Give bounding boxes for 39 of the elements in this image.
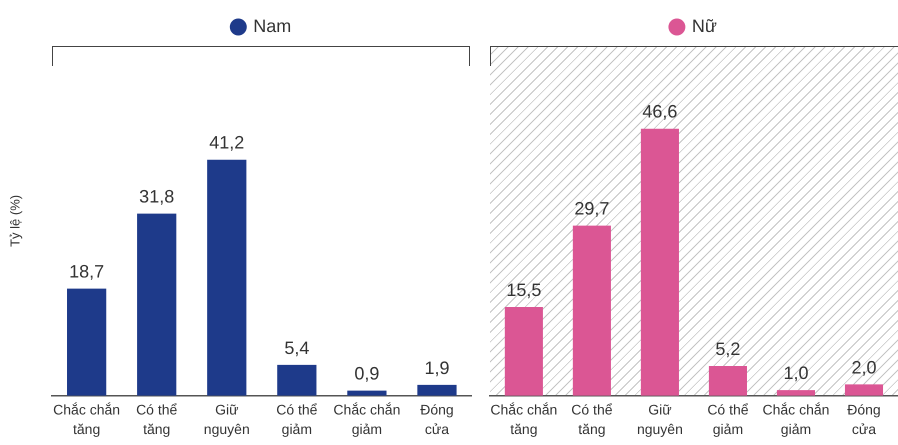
data-label: 41,2 [209, 132, 244, 153]
legend-label: Nữ [692, 16, 717, 36]
x-tick-label: Giữ nguyên [636, 401, 683, 438]
data-label: 1,0 [783, 363, 808, 384]
bar [207, 160, 246, 396]
x-tick-label: Có thể giảm [707, 401, 749, 438]
data-label: 2,0 [851, 357, 877, 378]
bar [776, 390, 816, 396]
data-label: 5,2 [715, 338, 740, 359]
data-label: 31,8 [139, 186, 174, 207]
x-tick-label: Chắc chắn tăng [53, 401, 120, 438]
data-label: 18,7 [69, 262, 104, 282]
x-tick-label: Giữ nguyên [204, 401, 250, 438]
x-tick-label: Có thể tăng [571, 401, 613, 438]
x-tick-label: Đóng cửa [847, 401, 881, 438]
x-tick-label: Đóng cửa [420, 401, 454, 438]
x-tick-label: Chắc chắn giảm [333, 401, 400, 438]
x-tick-label: Có thể giảm [276, 401, 318, 438]
data-label: 1,9 [424, 358, 450, 378]
bar [417, 384, 457, 396]
bar [640, 128, 679, 396]
bar [67, 288, 106, 396]
x-tick-label: Chắc chắn tăng [490, 401, 558, 438]
bar [137, 214, 176, 396]
bar [844, 384, 884, 396]
x-tick-label: Có thể tăng [136, 401, 178, 438]
bar [347, 390, 387, 396]
legend-label: Nam [253, 16, 292, 36]
data-label: 15,5 [506, 280, 542, 300]
y-axis-title: Tỷ lệ (%) [7, 194, 22, 247]
data-label: 0,9 [354, 364, 380, 384]
bar [708, 366, 747, 396]
bar [504, 306, 543, 396]
data-label: 5,4 [284, 338, 310, 358]
bar [572, 226, 611, 396]
data-label: 29,7 [574, 198, 610, 219]
x-tick-label: Chắc chắn giảm [762, 401, 830, 438]
data-label: 46,6 [642, 102, 678, 122]
bar [277, 364, 316, 396]
